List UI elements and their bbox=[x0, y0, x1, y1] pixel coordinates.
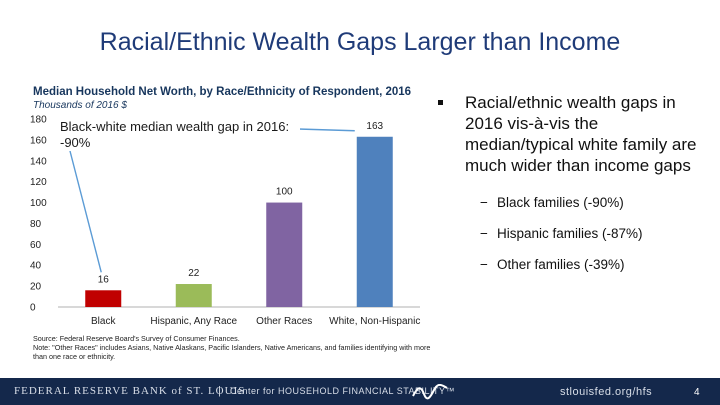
category-label: Hispanic, Any Race bbox=[150, 316, 237, 327]
chart-title: Median Household Net Worth, by Race/Ethn… bbox=[33, 86, 412, 98]
bar-3 bbox=[266, 202, 303, 307]
category-label: Black bbox=[91, 316, 116, 327]
y-tick-label: 20 bbox=[30, 282, 42, 293]
dash-bullet-icon: − bbox=[480, 226, 488, 241]
bar-chart: 0 20 40 60 80 100 120 140 160 180 16 Black 22 Hispani… bbox=[30, 115, 420, 328]
bullet-list: Racial/ethnic wealth gaps in 2016 vis-à-… bbox=[438, 92, 708, 272]
square-bullet-icon bbox=[438, 100, 443, 105]
sub-bullet-text: Black families (-90%) bbox=[497, 195, 624, 210]
sub-bullet-black: − Black families (-90%) bbox=[438, 195, 708, 210]
y-tick-label: 180 bbox=[30, 115, 47, 126]
data-label: 22 bbox=[188, 268, 200, 279]
bullet-main: Racial/ethnic wealth gaps in 2016 vis-à-… bbox=[438, 92, 708, 176]
sub-bullet-text: Hispanic families (-87%) bbox=[497, 226, 643, 241]
center-name: Center for HOUSEHOLD FINANCIAL STABILITY… bbox=[230, 386, 456, 396]
sub-bullet-text: Other families (-39%) bbox=[497, 257, 625, 272]
y-tick-label: 100 bbox=[30, 198, 47, 209]
data-label: 100 bbox=[276, 187, 293, 198]
data-label: 16 bbox=[98, 274, 110, 285]
slide-title: Racial/Ethnic Wealth Gaps Larger than In… bbox=[99, 28, 621, 56]
annotation-arrow-black bbox=[69, 150, 102, 273]
fed-logo: FEDERAL RESERVE BANK of ST. LOUIS bbox=[14, 385, 246, 397]
chart-note: Note: "Other Races" includes Asians, Nat… bbox=[33, 343, 431, 362]
y-tick-label: 40 bbox=[30, 261, 42, 272]
page-number: 4 bbox=[694, 387, 700, 398]
category-label: White, Non-Hispanic bbox=[329, 316, 420, 327]
bar-1 bbox=[85, 290, 122, 307]
y-tick-label: 160 bbox=[30, 135, 47, 146]
y-tick-label: 60 bbox=[30, 240, 42, 251]
dash-bullet-icon: − bbox=[480, 195, 488, 210]
chart-annotation: Black-white median wealth gap in 2016: -… bbox=[60, 119, 300, 151]
y-tick-label: 80 bbox=[30, 219, 42, 230]
data-label: 163 bbox=[366, 121, 383, 132]
sub-bullet-hispanic: − Hispanic families (-87%) bbox=[438, 226, 708, 241]
chart-subtitle: Thousands of 2016 $ bbox=[33, 100, 127, 111]
bullet-main-text: Racial/ethnic wealth gaps in 2016 vis-à-… bbox=[465, 93, 697, 175]
footer-separator: | bbox=[218, 385, 221, 397]
bar-4 bbox=[356, 136, 393, 307]
bar-2 bbox=[175, 284, 212, 307]
chart-source: Source: Federal Reserve Board's Survey o… bbox=[33, 334, 240, 343]
dash-bullet-icon: − bbox=[480, 257, 488, 272]
y-tick-label: 120 bbox=[30, 177, 47, 188]
y-tick-label: 0 bbox=[30, 303, 36, 314]
y-tick-label: 140 bbox=[30, 156, 47, 167]
footer-url[interactable]: stlouisfed.org/hfs bbox=[560, 386, 653, 398]
hfs-swoosh-icon bbox=[412, 384, 448, 400]
sub-bullet-other: − Other families (-39%) bbox=[438, 257, 708, 272]
annotation-arrow-white bbox=[297, 128, 355, 132]
category-label: Other Races bbox=[256, 316, 312, 327]
footer-bar: FEDERAL RESERVE BANK of ST. LOUIS | Cent… bbox=[0, 378, 720, 405]
chart-source-note: Source: Federal Reserve Board's Survey o… bbox=[33, 334, 433, 362]
